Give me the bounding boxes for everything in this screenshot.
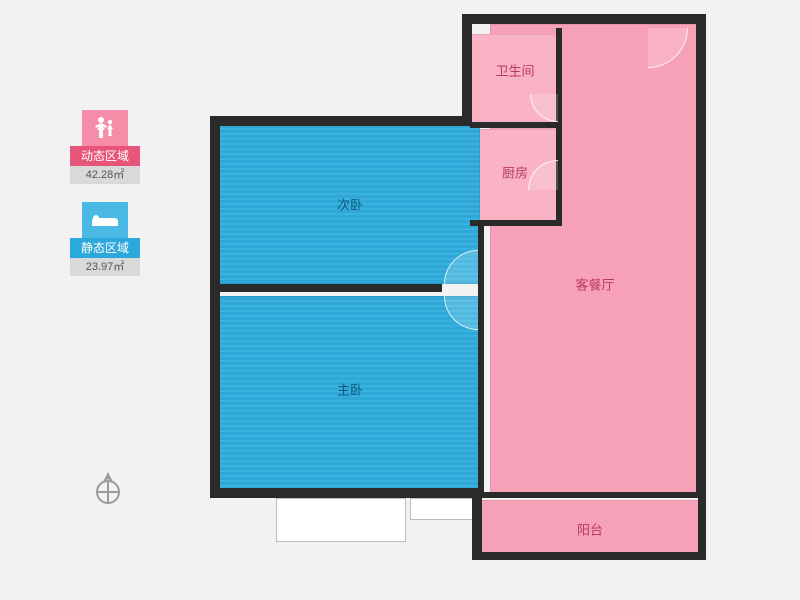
wall-4 bbox=[210, 116, 220, 496]
room-label-balcony: 阳台 bbox=[577, 520, 603, 539]
room-label-living: 客餐厅 bbox=[575, 275, 614, 294]
room-label-bathroom: 卫生间 bbox=[495, 61, 534, 80]
wall-10 bbox=[556, 28, 562, 226]
floorplan: 客餐厅 卫生间厨房阳台 次卧主卧 bbox=[210, 14, 720, 584]
wall-9 bbox=[470, 122, 560, 128]
wall-12 bbox=[218, 284, 442, 292]
wall-8 bbox=[698, 492, 706, 560]
balcony-rail-1 bbox=[410, 498, 474, 520]
compass-icon bbox=[90, 470, 126, 506]
wall-14 bbox=[482, 492, 702, 498]
legend-dynamic: 动态区域 42.28㎡ bbox=[70, 110, 140, 184]
balcony-rail-0 bbox=[276, 498, 406, 542]
wall-5 bbox=[210, 488, 482, 498]
wall-6 bbox=[472, 492, 482, 560]
wall-1 bbox=[696, 14, 706, 498]
room-label-kitchen: 厨房 bbox=[502, 163, 528, 182]
room-label-bed1: 主卧 bbox=[337, 380, 363, 399]
legend-dynamic-value: 42.28㎡ bbox=[70, 166, 140, 184]
sleep-icon bbox=[82, 202, 128, 238]
wall-2 bbox=[462, 14, 472, 126]
legend-static-label: 静态区域 bbox=[70, 238, 140, 258]
people-icon bbox=[82, 110, 128, 146]
legend-dynamic-label: 动态区域 bbox=[70, 146, 140, 166]
legend-static-value: 23.97㎡ bbox=[70, 258, 140, 276]
wall-13 bbox=[478, 224, 484, 494]
legend: 动态区域 42.28㎡ 静态区域 23.97㎡ bbox=[70, 110, 140, 294]
wall-0 bbox=[462, 14, 706, 24]
room-label-bed2: 次卧 bbox=[337, 195, 363, 214]
legend-static: 静态区域 23.97㎡ bbox=[70, 202, 140, 276]
wall-7 bbox=[472, 552, 706, 560]
wall-3 bbox=[210, 116, 470, 126]
